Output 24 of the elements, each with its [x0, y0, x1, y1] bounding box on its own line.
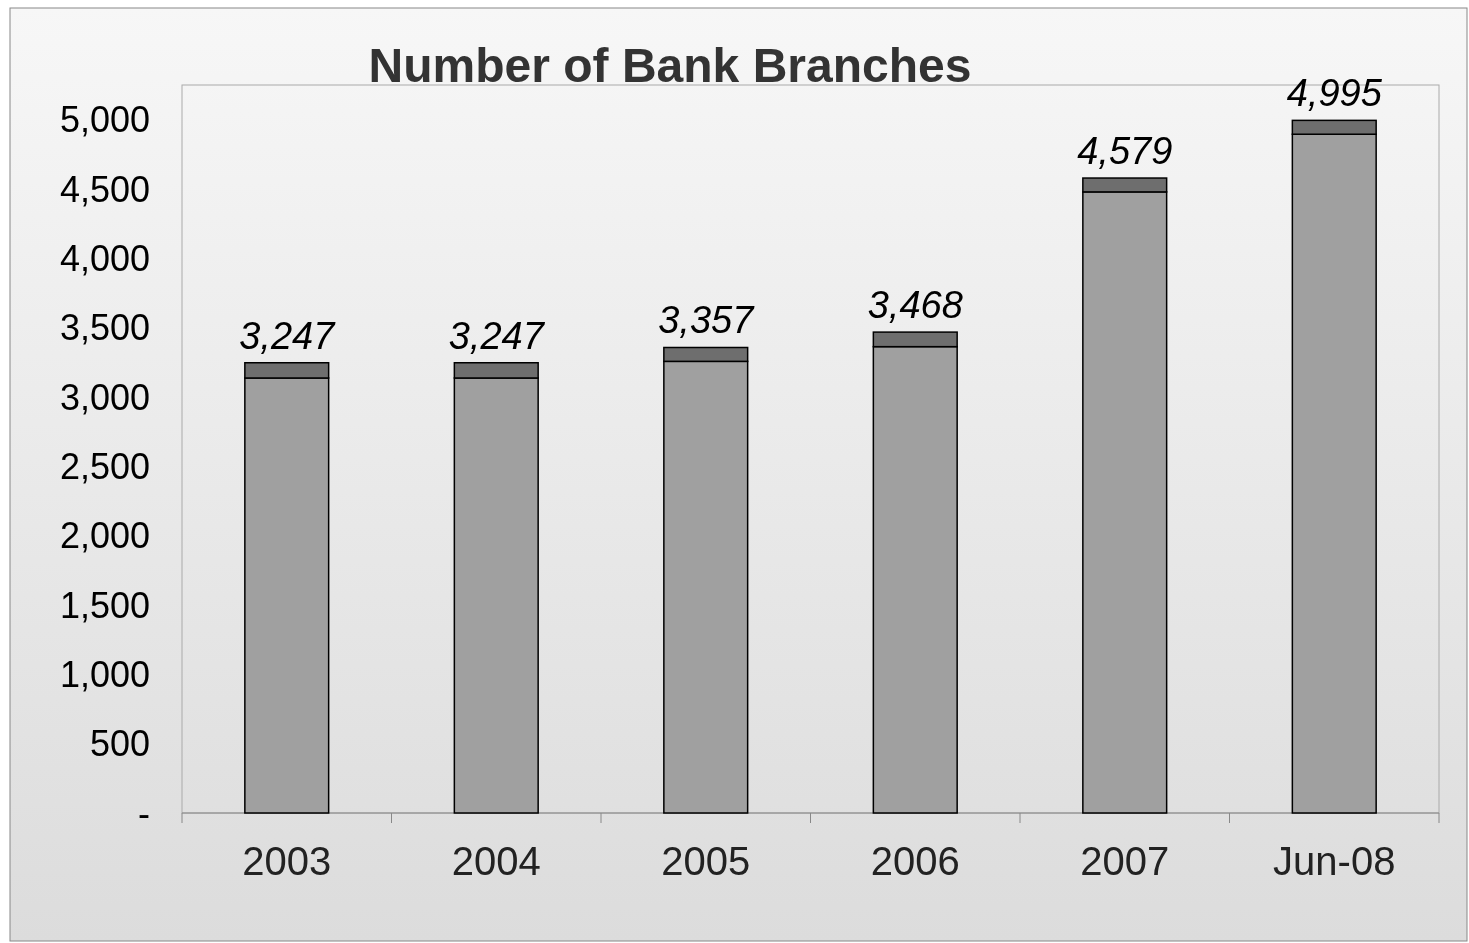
y-tick-label: 4,000 [59, 237, 150, 279]
total-label: 4,579 [1077, 130, 1173, 173]
chart-title: Number of Bank Branches [368, 39, 972, 92]
total-label: 3,247 [239, 314, 337, 357]
total-label: 3,247 [448, 314, 546, 357]
y-tick-label: - [138, 792, 150, 834]
y-tick-label: 3,500 [59, 307, 150, 349]
y-tick-label: 1,000 [59, 653, 150, 695]
total-label: 3,357 [658, 299, 756, 342]
y-tick-label: 2,500 [59, 445, 150, 487]
x-tick-label: Jun-08 [1273, 839, 1396, 883]
y-tick-label: 4,500 [59, 168, 150, 210]
x-tick-label: 2003 [242, 839, 332, 883]
x-tick-label: 2007 [1080, 839, 1170, 883]
y-tick-label: 500 [89, 723, 150, 765]
x-tick-label: 2005 [661, 839, 751, 883]
x-tick-label: 2004 [451, 839, 541, 883]
y-tick-label: 5,000 [59, 99, 150, 141]
y-tick-label: 2,000 [59, 515, 150, 557]
y-tick-label: 1,500 [59, 584, 150, 626]
total-label: 4,995 [1286, 72, 1383, 115]
total-label: 3,468 [867, 284, 963, 327]
y-tick-label: 3,000 [59, 376, 150, 418]
x-tick-label: 2006 [870, 839, 960, 883]
